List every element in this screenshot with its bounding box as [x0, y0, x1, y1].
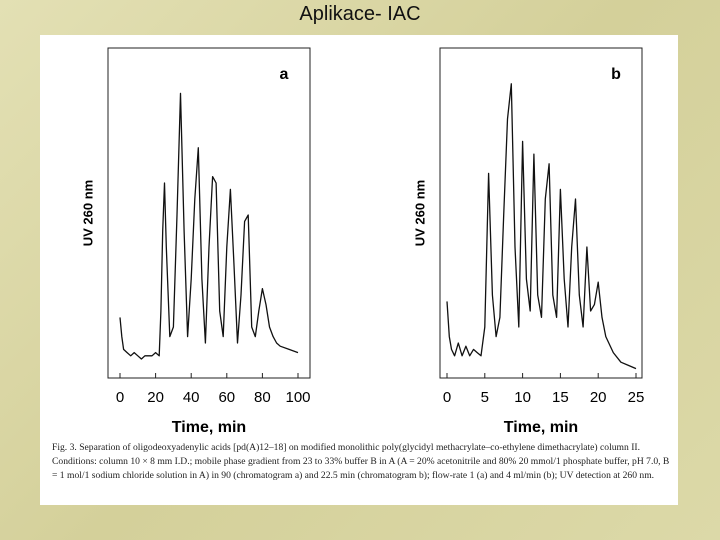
plot-frame [107, 47, 311, 379]
x-tick-label: 10 [514, 389, 531, 406]
chromatogram-trace [446, 83, 637, 370]
chromatogram-trace [119, 92, 299, 360]
x-tick-label: 40 [183, 389, 200, 406]
x-axis-label: Time, min [504, 419, 578, 436]
x-tick-label: 15 [552, 389, 569, 406]
plot-frame [439, 47, 643, 379]
x-tick-label: 80 [254, 389, 271, 406]
x-tick-label: 100 [285, 389, 310, 406]
panel-label: a [280, 66, 289, 83]
x-tick-label: 5 [481, 389, 489, 406]
x-axis-label: Time, min [172, 419, 246, 436]
x-tick-label: 25 [628, 389, 645, 406]
figure-panel [40, 35, 678, 505]
x-tick-label: 0 [116, 389, 124, 406]
panel-label: b [611, 66, 621, 83]
y-axis-label: UV 260 nm [412, 180, 427, 246]
x-tick-label: 0 [443, 389, 451, 406]
slide-title: Aplikace- IAC [299, 3, 421, 25]
x-tick-label: 20 [590, 389, 607, 406]
figure-caption: Fig. 3. Separation of oligodeoxyadenylic… [52, 442, 670, 481]
y-axis-label: UV 260 nm [80, 180, 95, 246]
x-tick-label: 60 [218, 389, 235, 406]
x-tick-label: 20 [147, 389, 164, 406]
